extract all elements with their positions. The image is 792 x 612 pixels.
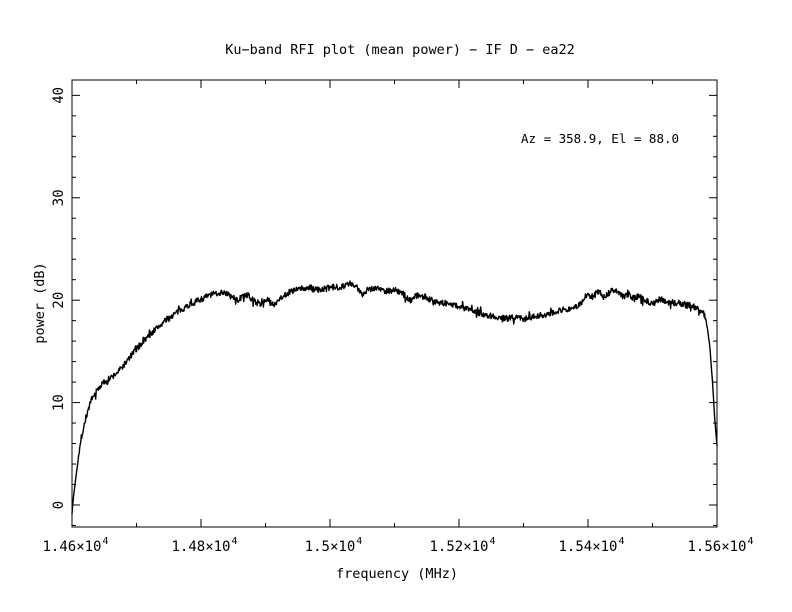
x-tick-label: 1.52×10 <box>429 539 488 555</box>
y-axis-label: power (dB) <box>32 262 48 343</box>
x-tick-exponent: 4 <box>748 536 754 547</box>
x-axis-label: frequency (MHz) <box>336 566 458 582</box>
mean-power-trace <box>71 280 718 515</box>
plot-title: Ku−band RFI plot (mean power) − IF D − e… <box>225 42 575 58</box>
x-tick-label: 1.48×10 <box>171 539 230 555</box>
plot-frame <box>71 79 718 528</box>
x-tick-exponent: 4 <box>103 536 109 547</box>
x-tick-exponent: 4 <box>356 536 362 547</box>
y-tick-label: 30 <box>51 189 67 206</box>
axis-ticks <box>71 80 718 527</box>
x-tick-exponent: 4 <box>619 536 625 547</box>
pointing-annotation: Az = 358.9, El = 88.0 <box>521 131 679 146</box>
x-tick-exponent: 4 <box>490 536 496 547</box>
spectrum-curve <box>71 280 718 515</box>
y-tick-label: 20 <box>51 292 67 309</box>
y-tick-labels: 0 10 20 30 40 <box>51 87 67 509</box>
x-tick-labels: 1.46×10 4 1.48×10 4 1.5×10 4 1.52×10 4 1.54×10 4 1… <box>42 536 753 555</box>
y-tick-label: 10 <box>51 394 67 411</box>
x-tick-label: 1.5×10 <box>305 539 356 555</box>
x-tick-label: 1.56×10 <box>687 539 746 555</box>
x-tick-exponent: 4 <box>232 536 238 547</box>
x-tick-label: 1.54×10 <box>558 539 617 555</box>
y-tick-label: 0 <box>51 501 67 509</box>
x-tick-label: 1.46×10 <box>42 539 101 555</box>
y-tick-label: 40 <box>51 87 67 104</box>
frame-rect <box>71 79 718 528</box>
